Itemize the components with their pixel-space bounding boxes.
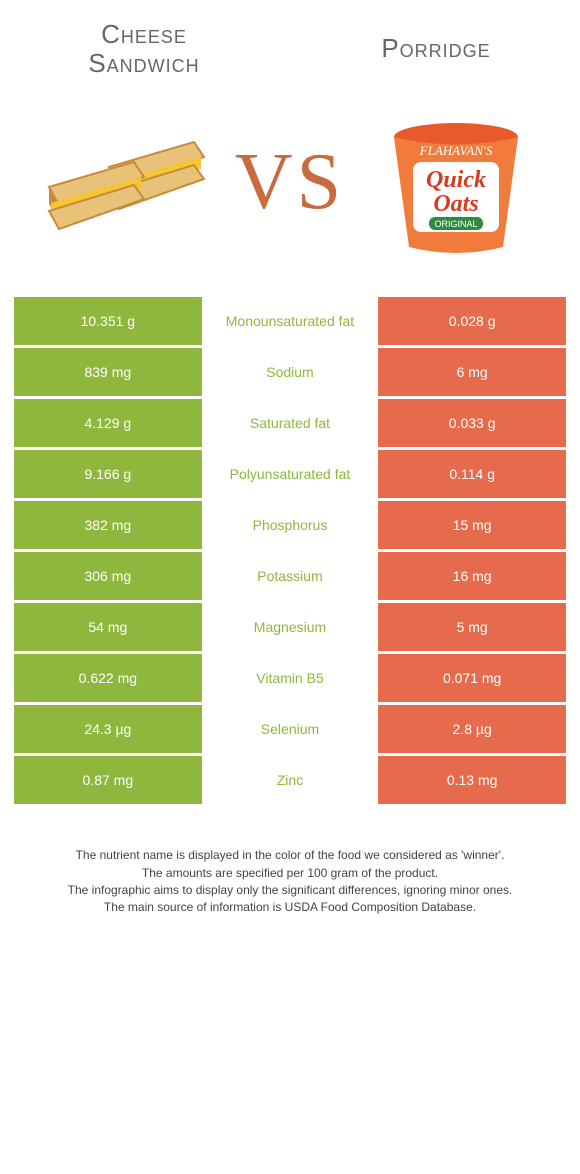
nutrient-label-cell: Potassium <box>202 551 379 602</box>
right-value-cell: 6 mg <box>378 347 566 398</box>
table-row: 9.166 gPolyunsaturated fat0.114 g <box>14 449 566 500</box>
table-row: 4.129 gSaturated fat0.033 g <box>14 398 566 449</box>
nutrient-label-cell: Sodium <box>202 347 379 398</box>
nutrient-label-cell: Vitamin B5 <box>202 653 379 704</box>
images-vs-row: VS FLAHAVAN'S Quick Oats ORIGINAL <box>14 107 566 257</box>
table-row: 306 mgPotassium16 mg <box>14 551 566 602</box>
pot-variant: ORIGINAL <box>434 219 477 229</box>
table-row: 24.3 µgSelenium2.8 µg <box>14 704 566 755</box>
left-value-cell: 0.87 mg <box>14 755 202 806</box>
nutrient-label-cell: Phosphorus <box>202 500 379 551</box>
footer-line: The infographic aims to display only the… <box>24 882 556 899</box>
right-food-image: FLAHAVAN'S Quick Oats ORIGINAL <box>366 107 546 257</box>
nutrient-label-cell: Saturated fat <box>202 398 379 449</box>
footer-line: The amounts are specified per 100 gram o… <box>24 865 556 882</box>
nutrient-label-cell: Selenium <box>202 704 379 755</box>
left-value-cell: 0.622 mg <box>14 653 202 704</box>
left-value-cell: 839 mg <box>14 347 202 398</box>
table-row: 54 mgMagnesium5 mg <box>14 602 566 653</box>
right-value-cell: 5 mg <box>378 602 566 653</box>
infographic-container: Cheese Sandwich Porridge <box>0 0 580 1174</box>
comparison-table: 10.351 gMonounsaturated fat0.028 g839 mg… <box>14 297 566 807</box>
left-value-cell: 54 mg <box>14 602 202 653</box>
pot-product1: Quick <box>426 167 486 193</box>
porridge-pot-icon: FLAHAVAN'S Quick Oats ORIGINAL <box>381 107 531 257</box>
footer-line: The main source of information is USDA F… <box>24 899 556 916</box>
nutrient-label-cell: Zinc <box>202 755 379 806</box>
right-value-cell: 15 mg <box>378 500 566 551</box>
left-value-cell: 24.3 µg <box>14 704 202 755</box>
table-row: 0.622 mgVitamin B50.071 mg <box>14 653 566 704</box>
pot-product2: Oats <box>433 191 478 217</box>
footer-notes: The nutrient name is displayed in the co… <box>14 847 566 917</box>
left-value-cell: 382 mg <box>14 500 202 551</box>
table-row: 10.351 gMonounsaturated fat0.028 g <box>14 297 566 347</box>
nutrient-label-cell: Polyunsaturated fat <box>202 449 379 500</box>
titles-row: Cheese Sandwich Porridge <box>14 20 566 77</box>
left-value-cell: 10.351 g <box>14 297 202 347</box>
left-value-cell: 9.166 g <box>14 449 202 500</box>
right-value-cell: 16 mg <box>378 551 566 602</box>
pot-brand: FLAHAVAN'S <box>419 143 493 158</box>
table-row: 382 mgPhosphorus15 mg <box>14 500 566 551</box>
nutrient-label-cell: Magnesium <box>202 602 379 653</box>
footer-line: The nutrient name is displayed in the co… <box>24 847 556 864</box>
right-value-cell: 0.028 g <box>378 297 566 347</box>
right-value-cell: 0.071 mg <box>378 653 566 704</box>
right-value-cell: 0.033 g <box>378 398 566 449</box>
right-value-cell: 0.13 mg <box>378 755 566 806</box>
right-value-cell: 0.114 g <box>378 449 566 500</box>
vs-label: VS <box>235 137 345 228</box>
left-food-title: Cheese Sandwich <box>44 20 244 77</box>
left-value-cell: 4.129 g <box>14 398 202 449</box>
right-food-title: Porridge <box>336 34 536 63</box>
table-row: 839 mgSodium6 mg <box>14 347 566 398</box>
sandwich-icon <box>39 127 209 237</box>
nutrient-label-cell: Monounsaturated fat <box>202 297 379 347</box>
left-food-image <box>34 127 214 237</box>
right-value-cell: 2.8 µg <box>378 704 566 755</box>
left-value-cell: 306 mg <box>14 551 202 602</box>
table-row: 0.87 mgZinc0.13 mg <box>14 755 566 806</box>
